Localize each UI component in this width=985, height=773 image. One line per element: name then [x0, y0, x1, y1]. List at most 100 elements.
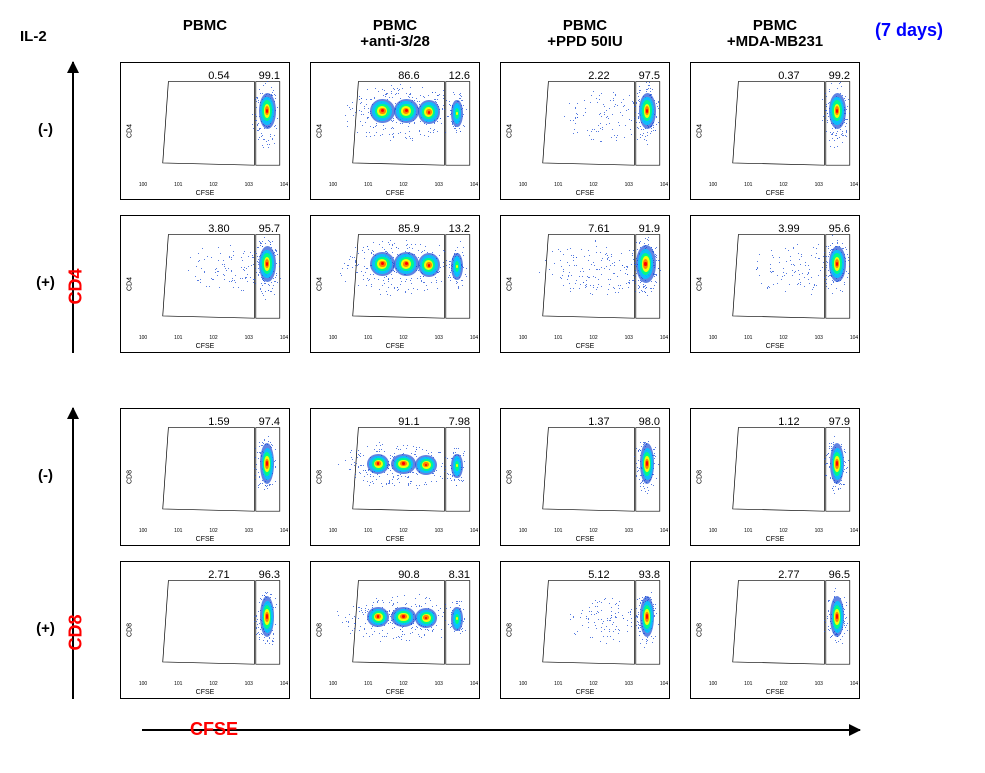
facs-plot: 2.77 96.5 CD8 CFSE 100101102103104 [690, 561, 860, 699]
plot-area: 91.17.98 [333, 414, 474, 527]
x-ticks: 100101102103104 [523, 528, 664, 534]
y-axis-arrow [72, 408, 74, 699]
panel-y-axis-label: CD8 [697, 470, 704, 484]
gate-right-value: 91.9 [639, 223, 660, 235]
timepoint-label: (7 days) [875, 20, 943, 41]
gate-left-value: 5.12 [588, 569, 609, 581]
panel-x-axis-label: CFSE [766, 343, 785, 350]
x-ticks: 100101102103104 [333, 528, 474, 534]
plot-area: 1.3798.0 [523, 414, 664, 527]
facs-plot: 3.80 95.7 CD4 CFSE 100101102103104 [120, 215, 290, 353]
gate-right-value: 95.7 [259, 223, 280, 235]
gate-right-value: 12.6 [449, 70, 470, 82]
panel-x-axis-label: CFSE [576, 343, 595, 350]
plot-area: 1.1297.9 [713, 414, 854, 527]
gate-right-value: 96.5 [829, 569, 850, 581]
gate-right-value: 96.3 [259, 569, 280, 581]
plot-area: 90.8 8.31 [333, 567, 474, 680]
plot-area: 2.2297.5 [523, 68, 664, 181]
x-ticks: 100101102103104 [713, 528, 854, 534]
panel-y-axis-label: CD4 [697, 124, 704, 138]
facs-plot: 7.61 91.9 CD4 CFSE 100101102103104 [500, 215, 670, 353]
gate-left-value: 3.80 [208, 223, 229, 235]
gate-right-value: 8.31 [449, 569, 470, 581]
plot-area: 1.59 97.4 [143, 414, 284, 527]
panel-x-axis-label: CFSE [196, 343, 215, 350]
plot-area: 86.612.6 [333, 68, 474, 181]
gate-left-value: 85.9 [398, 223, 419, 235]
panel-y-axis-label: CD8 [507, 470, 514, 484]
column-header: PBMC+PPD 50IU [500, 18, 670, 50]
y-axis-arrow [72, 62, 74, 353]
row-label: (-) [28, 121, 63, 138]
gate-right-value: 99.1 [259, 70, 280, 82]
panel-y-axis-label: CD8 [317, 470, 324, 484]
panel-x-axis-label: CFSE [196, 689, 215, 696]
x-ticks: 100101102103104 [143, 182, 284, 188]
x-ticks: 100101102103104 [523, 182, 664, 188]
x-ticks: 100101102103104 [713, 681, 854, 687]
panel-x-axis-label: CFSE [766, 190, 785, 197]
gate-left-value: 2.77 [778, 569, 799, 581]
gate-right-value: 93.8 [639, 569, 660, 581]
gate-right-value: 99.2 [829, 70, 850, 82]
panel-y-axis-label: CD4 [127, 277, 134, 291]
panel-y-axis-label: CD4 [317, 277, 324, 291]
x-ticks: 100101102103104 [143, 528, 284, 534]
facs-plot: 1.5997.4CD8CFSE100101102103104 [120, 408, 290, 546]
column-header: PBMC+MDA-MB231 [690, 18, 860, 50]
facs-plot: 3.9995.6CD4CFSE100101102103104 [690, 215, 860, 353]
panel-x-axis-label: CFSE [386, 190, 405, 197]
panel-y-axis-label: CD4 [127, 124, 134, 138]
gate-left-value: 7.61 [588, 223, 609, 235]
plot-area: 3.80 95.7 [143, 221, 284, 334]
plot-area: 0.5499.1 [143, 68, 284, 181]
panel-y-axis-label: CD8 [317, 623, 324, 637]
panel-y-axis-label: CD4 [507, 124, 514, 138]
facs-plot: 85.913.2CD4CFSE100101102103104 [310, 215, 480, 353]
y-axis-label: CD4 [66, 268, 87, 304]
gate-left-value: 90.8 [398, 569, 419, 581]
plot-area: 2.7196.3 [143, 567, 284, 680]
gate-left-value: 91.1 [398, 416, 419, 428]
il2-label: IL-2 [20, 28, 47, 45]
row-label: (+) [28, 274, 63, 291]
x-axis-arrow [142, 729, 860, 731]
plot-area: 3.9995.6 [713, 221, 854, 334]
panel-x-axis-label: CFSE [766, 689, 785, 696]
gate-left-value: 1.12 [778, 416, 799, 428]
panel-x-axis-label: CFSE [196, 190, 215, 197]
gate-left-value: 0.37 [778, 70, 799, 82]
column-header: PBMC [120, 18, 290, 34]
gate-right-value: 95.6 [829, 223, 850, 235]
plot-area: 85.913.2 [333, 221, 474, 334]
panel-y-axis-label: CD8 [507, 623, 514, 637]
plot-area: 5.12 93.8 [523, 567, 664, 680]
panel-y-axis-label: CD4 [697, 277, 704, 291]
plot-area: 0.37 99.2 [713, 68, 854, 181]
panel-x-axis-label: CFSE [386, 689, 405, 696]
panel-x-axis-label: CFSE [386, 536, 405, 543]
x-ticks: 100101102103104 [333, 335, 474, 341]
row-label: (-) [28, 467, 63, 484]
gate-right-value: 97.5 [639, 70, 660, 82]
facs-plot: 2.7196.3CD8CFSE100101102103104 [120, 561, 290, 699]
facs-plot: 5.12 93.8 CD8 CFSE 100101102103104 [500, 561, 670, 699]
row-label: (+) [28, 620, 63, 637]
panel-y-axis-label: CD4 [317, 124, 324, 138]
column-header: PBMC+anti-3/28 [310, 18, 480, 50]
facs-plot: 91.17.98 CD8 CFSE 100101102103104 [310, 408, 480, 546]
x-ticks: 100101102103104 [143, 335, 284, 341]
gate-right-value: 97.4 [259, 416, 280, 428]
plot-area: 7.61 91.9 [523, 221, 664, 334]
x-ticks: 100101102103104 [523, 681, 664, 687]
panel-x-axis-label: CFSE [576, 190, 595, 197]
x-ticks: 100101102103104 [523, 335, 664, 341]
plot-area: 2.77 96.5 [713, 567, 854, 680]
panel-y-axis-label: CD8 [697, 623, 704, 637]
panel-y-axis-label: CD4 [507, 277, 514, 291]
panel-x-axis-label: CFSE [576, 689, 595, 696]
gate-left-value: 1.37 [588, 416, 609, 428]
gate-left-value: 1.59 [208, 416, 229, 428]
facs-plot: 86.612.6CD4CFSE100101102103104 [310, 62, 480, 200]
